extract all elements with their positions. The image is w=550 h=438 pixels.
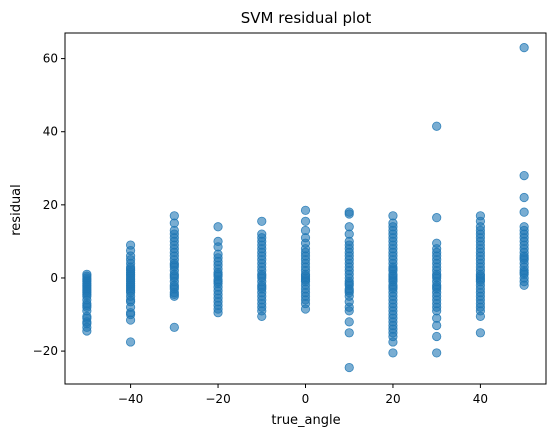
x-tick-label: 0	[302, 392, 310, 406]
data-point	[257, 229, 267, 239]
data-point	[82, 322, 92, 332]
data-point	[300, 271, 311, 281]
data-point	[519, 207, 529, 217]
data-point	[82, 269, 92, 279]
data-point	[519, 43, 529, 53]
data-point	[169, 211, 179, 221]
data-point	[169, 322, 179, 332]
data-point	[300, 225, 311, 236]
data-point	[432, 348, 442, 358]
data-point	[432, 282, 442, 292]
data-point	[519, 253, 529, 263]
data-point	[344, 278, 354, 289]
y-tick-label: 40	[43, 125, 58, 139]
data-point	[344, 317, 354, 327]
data-point	[432, 331, 442, 342]
data-point	[519, 192, 529, 203]
data-point	[475, 211, 486, 221]
data-point	[388, 264, 398, 274]
data-point	[300, 216, 311, 226]
x-axis: −40 −20 0 20 40	[118, 384, 488, 406]
x-tick-label: 40	[473, 392, 488, 406]
data-point	[432, 271, 442, 281]
data-point	[257, 282, 267, 292]
data-point	[169, 271, 179, 281]
data-point	[82, 313, 92, 323]
data-point	[82, 300, 92, 310]
data-point	[257, 271, 267, 281]
x-tick-label: −20	[205, 392, 230, 406]
data-point	[432, 238, 442, 248]
data-point	[432, 121, 442, 131]
data-point	[213, 222, 223, 232]
data-point	[344, 328, 354, 338]
data-point	[169, 260, 179, 270]
data-point	[213, 269, 223, 279]
data-point	[125, 240, 136, 250]
data-point	[388, 211, 398, 221]
data-point	[344, 207, 354, 217]
data-point	[432, 213, 442, 223]
data-point	[125, 264, 136, 274]
x-axis-label: true_angle	[271, 413, 340, 428]
y-tick-label: 60	[43, 52, 58, 66]
data-point	[519, 170, 529, 181]
data-point	[519, 267, 529, 278]
data-point	[125, 286, 136, 296]
x-tick-label: −40	[118, 392, 143, 406]
data-point	[213, 236, 223, 247]
chart-title: SVM residual plot	[241, 9, 372, 27]
x-tick-label: 20	[385, 392, 400, 406]
data-point	[169, 282, 179, 292]
data-point	[344, 362, 354, 373]
y-tick-label: −20	[33, 344, 58, 358]
data-point	[519, 222, 529, 232]
data-point	[125, 295, 136, 305]
data-point	[388, 348, 398, 358]
data-point	[475, 328, 486, 338]
y-tick-label: 0	[50, 271, 58, 285]
data-point	[344, 222, 354, 232]
y-tick-label: 20	[43, 198, 58, 212]
y-axis: −20 0 20 40 60	[33, 52, 65, 358]
data-point	[125, 337, 136, 347]
y-axis-label: residual	[9, 184, 24, 236]
data-point	[475, 271, 486, 281]
data-point	[300, 205, 311, 215]
data-point	[257, 216, 267, 226]
points-layer	[82, 43, 529, 373]
